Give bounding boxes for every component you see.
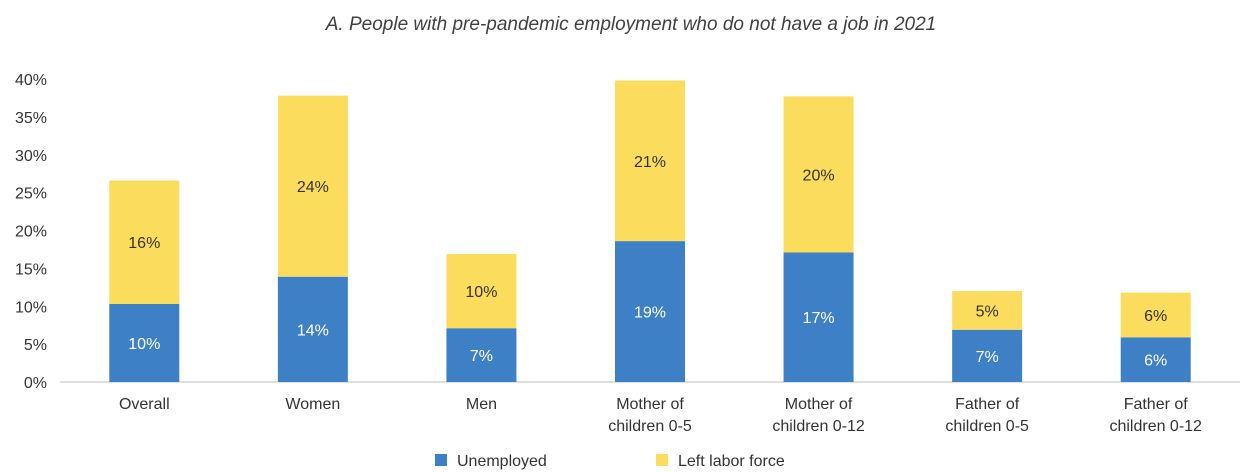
data-label: 7% bbox=[976, 349, 999, 366]
data-label: 14% bbox=[297, 322, 329, 339]
category-label: Men bbox=[466, 396, 497, 413]
y-tick-label: 20% bbox=[15, 224, 47, 241]
category-label: Mother of bbox=[616, 396, 684, 413]
data-label: 10% bbox=[128, 336, 160, 353]
y-axis: 0% 5% 10% 15% 20% 25% 30% 35% 40% bbox=[15, 72, 47, 392]
bar-unemployed bbox=[277, 276, 348, 382]
bar-left-labor-force bbox=[109, 180, 180, 304]
y-tick-label: 30% bbox=[15, 148, 47, 165]
data-label: 21% bbox=[634, 154, 666, 171]
chart-title: A. People with pre-pandemic employment w… bbox=[325, 14, 937, 35]
bars: 10% 16% 14% 24% 7% 10% 19% 21% 17% 20% 7% 5% 6% 6% bbox=[109, 80, 1191, 382]
bar-unemployed bbox=[783, 252, 854, 382]
data-label: 6% bbox=[1144, 353, 1167, 370]
bar-left-labor-force bbox=[783, 96, 854, 253]
legend-swatch bbox=[656, 454, 668, 466]
legend-label: Unemployed bbox=[457, 453, 547, 470]
category-label: Mother of bbox=[785, 396, 853, 413]
data-label: 5% bbox=[976, 303, 999, 320]
data-label: 24% bbox=[297, 179, 329, 196]
data-label: 6% bbox=[1144, 308, 1167, 325]
category-label: children 0-12 bbox=[1109, 418, 1202, 435]
bar-unemployed bbox=[615, 241, 685, 382]
category-label: Women bbox=[285, 396, 340, 413]
y-tick-label: 15% bbox=[15, 261, 47, 278]
category-label: Father of bbox=[955, 396, 1020, 413]
category-label: children 0-12 bbox=[772, 418, 865, 435]
data-label: 20% bbox=[803, 167, 835, 184]
data-label: 19% bbox=[634, 305, 666, 322]
y-tick-label: 35% bbox=[15, 110, 47, 127]
legend-swatch bbox=[435, 454, 447, 466]
legend: Unemployed Left labor force bbox=[435, 453, 785, 470]
category-label: children 0-5 bbox=[945, 418, 1029, 435]
bar-left-labor-force bbox=[446, 253, 517, 329]
bar-unemployed bbox=[109, 303, 180, 382]
category-label: Father of bbox=[1124, 396, 1189, 413]
y-tick-label: 10% bbox=[15, 299, 47, 316]
bar-left-labor-force bbox=[1120, 292, 1191, 338]
bar-unemployed bbox=[952, 329, 1023, 382]
data-label: 10% bbox=[465, 284, 497, 301]
data-label: 7% bbox=[470, 348, 493, 365]
bar-unemployed bbox=[1120, 337, 1191, 382]
data-label: 17% bbox=[803, 310, 835, 327]
bar-left-labor-force bbox=[277, 95, 348, 277]
y-tick-label: 0% bbox=[24, 375, 47, 392]
bar-left-labor-force bbox=[615, 80, 685, 242]
y-tick-label: 25% bbox=[15, 186, 47, 203]
y-tick-label: 40% bbox=[15, 72, 47, 89]
x-axis: Overall Women Men Mother of children 0-5 Moth… bbox=[119, 396, 1202, 435]
y-tick-label: 5% bbox=[24, 337, 47, 354]
data-label: 16% bbox=[128, 235, 160, 252]
bar-unemployed bbox=[446, 328, 517, 382]
bar-left-labor-force bbox=[952, 291, 1023, 330]
category-label: Overall bbox=[119, 396, 170, 413]
category-label: children 0-5 bbox=[608, 418, 692, 435]
legend-label: Left labor force bbox=[678, 453, 785, 470]
